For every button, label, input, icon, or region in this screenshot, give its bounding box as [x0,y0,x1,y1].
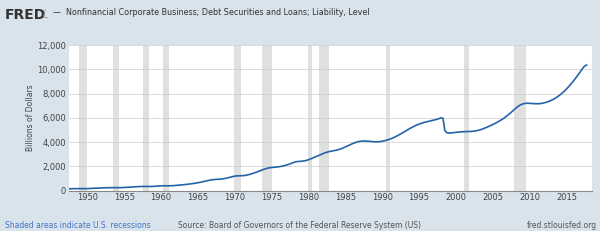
Bar [163,45,169,191]
Bar [234,45,241,191]
Bar [319,45,329,191]
Text: / ̲: / ̲ [43,9,48,18]
Bar [143,45,149,191]
Text: Source: Board of Governors of the Federal Reserve System (US): Source: Board of Governors of the Federa… [179,221,421,230]
Text: —  Nonfinancial Corporate Business; Debt Securities and Loans; Liability, Level: — Nonfinancial Corporate Business; Debt … [53,8,370,17]
Text: fred.stlouisfed.org: fred.stlouisfed.org [527,221,597,230]
Text: FRED: FRED [5,8,46,22]
Bar [113,45,119,191]
Bar [464,45,469,191]
Bar [79,45,87,191]
Bar [386,45,389,191]
Bar [308,45,312,191]
Y-axis label: Billions of Dollars: Billions of Dollars [26,85,35,151]
Bar [262,45,272,191]
Bar [514,45,526,191]
Text: Shaded areas indicate U.S. recessions: Shaded areas indicate U.S. recessions [5,221,151,230]
